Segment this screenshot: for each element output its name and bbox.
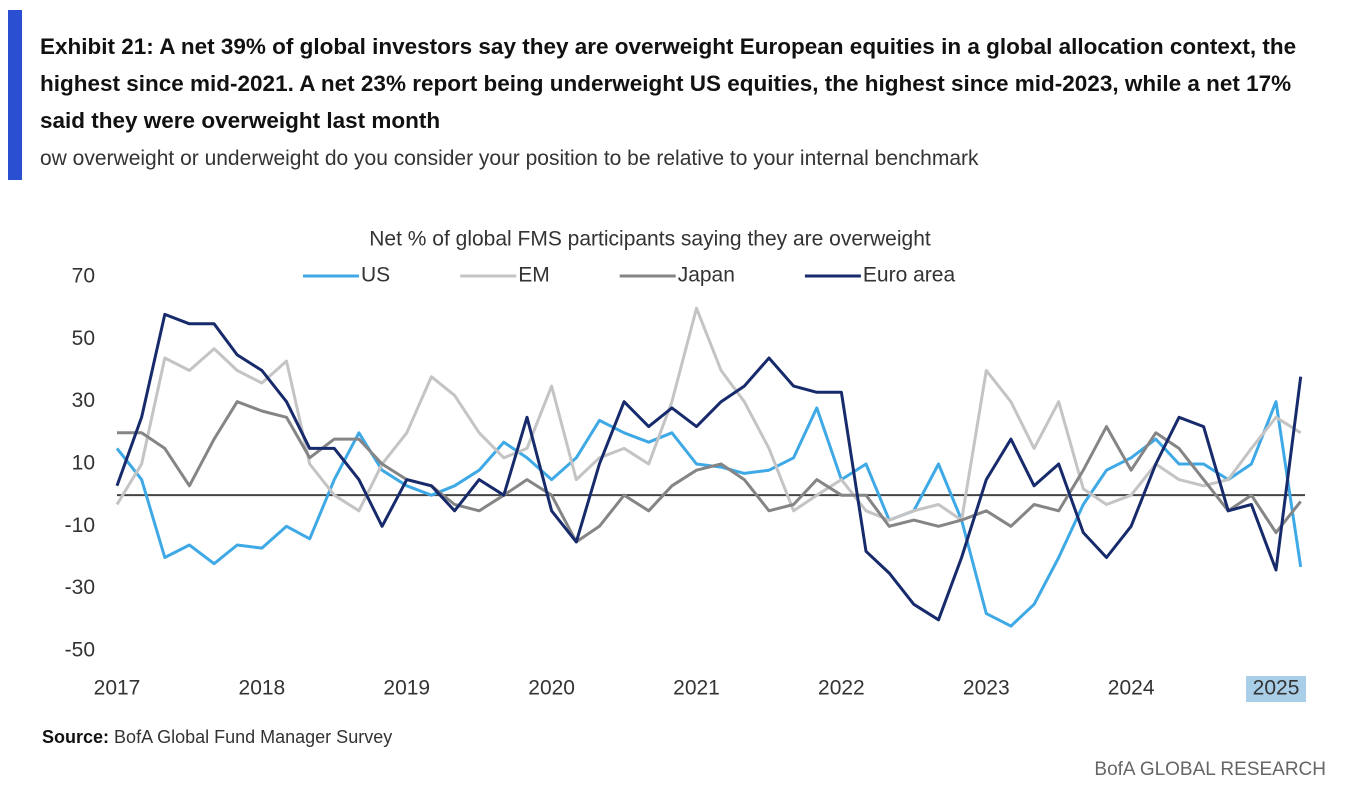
y-tick-label: 10 xyxy=(72,452,95,475)
legend-label: US xyxy=(361,264,390,287)
x-tick-label: 2023 xyxy=(963,677,1010,700)
x-tick-label: 2025 xyxy=(1253,677,1300,700)
x-tick-label: 2024 xyxy=(1108,677,1155,700)
series-line xyxy=(115,306,1302,522)
x-tick-label: 2019 xyxy=(383,677,430,700)
accent-bar xyxy=(8,10,22,180)
x-tick-label: 2020 xyxy=(528,677,575,700)
legend-label: EM xyxy=(518,264,550,287)
chart-title: Net % of global FMS participants saying … xyxy=(369,228,931,251)
source-text: BofA Global Fund Manager Survey xyxy=(114,727,392,747)
x-tick-label: 2021 xyxy=(673,677,720,700)
source: Source: BofA Global Fund Manager Survey xyxy=(42,727,392,747)
x-tick-label: 2018 xyxy=(239,677,286,700)
legend-label: Euro area xyxy=(863,264,956,287)
series-line xyxy=(115,400,1303,628)
brand: BofA GLOBAL RESEARCH xyxy=(1094,759,1326,780)
source-label: Source: xyxy=(42,727,109,747)
y-tick-label: 50 xyxy=(72,327,95,350)
y-tick-label: -30 xyxy=(65,576,95,599)
y-tick-label: -10 xyxy=(65,514,95,537)
title: Exhibit 21: A net 39% of global investor… xyxy=(40,34,1297,133)
series-line xyxy=(117,400,1302,544)
x-tick-label: 2022 xyxy=(818,677,865,700)
y-tick-label: 70 xyxy=(72,265,95,288)
y-tick-label: -50 xyxy=(65,639,95,662)
y-tick-label: 30 xyxy=(72,389,95,412)
subtitle: ow overweight or underweight do you cons… xyxy=(40,147,979,170)
series-line xyxy=(115,312,1303,622)
legend-label: Japan xyxy=(678,264,735,287)
selection-highlight xyxy=(1246,676,1307,702)
x-tick-label: 2017 xyxy=(94,677,141,700)
